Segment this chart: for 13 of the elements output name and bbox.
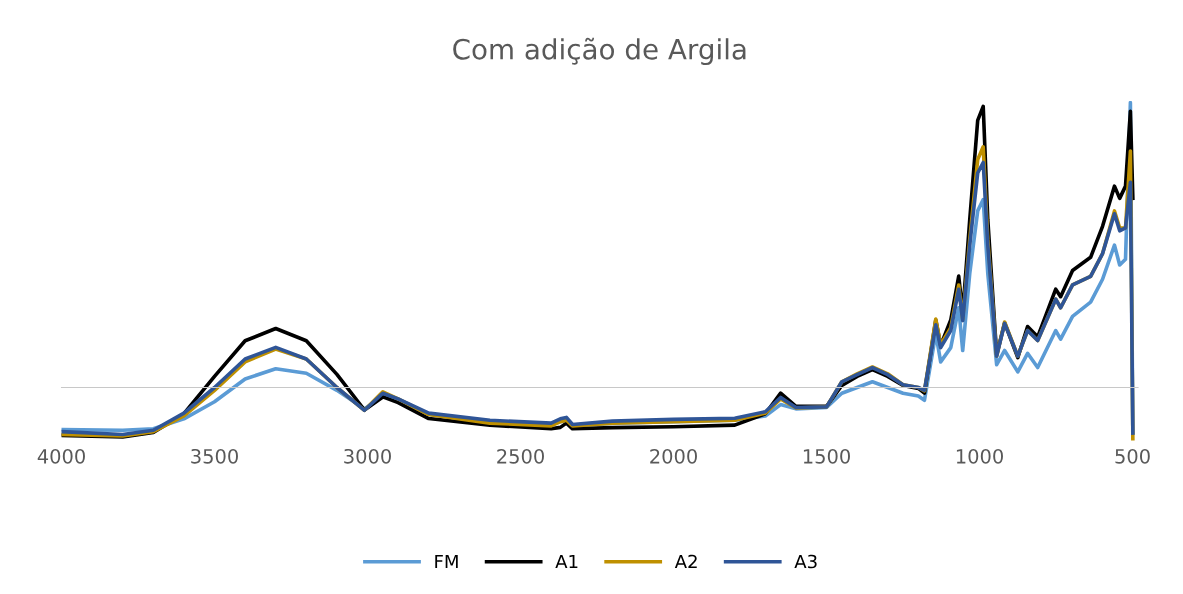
x-tick-label: 2000 — [650, 448, 697, 464]
x-tick-label: 2500 — [497, 448, 544, 464]
legend-label: A3 — [794, 554, 817, 569]
legend-label: A1 — [555, 554, 578, 569]
x-tick-label: 4000 — [37, 448, 85, 464]
x-tick-label: 3000 — [344, 448, 391, 464]
chart-title: Com adição de Argila — [453, 37, 746, 66]
x-tick-label: 1500 — [803, 448, 850, 464]
x-tick-label: 1000 — [956, 448, 1003, 464]
legend-label: FM — [435, 554, 458, 569]
x-tick-label: 3500 — [191, 448, 238, 464]
legend-label: A2 — [674, 554, 697, 569]
x-tick-label: 500 — [1115, 448, 1150, 464]
